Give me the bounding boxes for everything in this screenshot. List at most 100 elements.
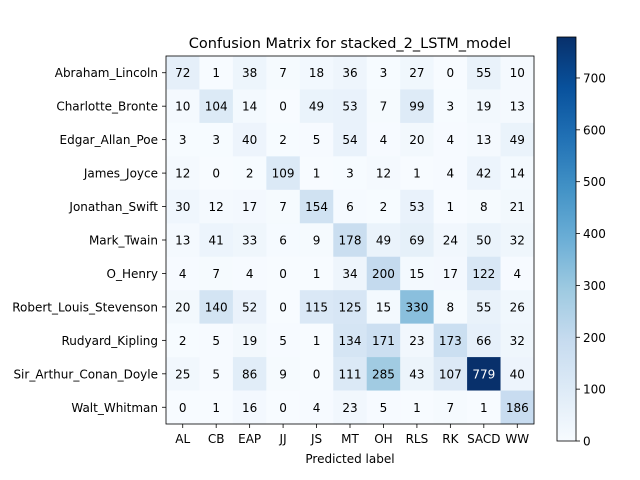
heatmap-cell [433,357,468,391]
heatmap-cell [433,156,468,191]
colorbar: 0 100 200 300 400 500 600 700 [556,36,606,449]
heatmap-cell [166,156,200,191]
cell-value-label: 5 [212,334,220,348]
heatmap-cell [333,122,368,157]
cell-value-label: 38 [242,66,257,80]
cell-value-label: 16 [242,401,257,415]
heatmap-cell [366,122,401,157]
heatmap-cell [400,122,434,157]
heatmap-cell [266,156,301,191]
cell-value-label: 5 [313,133,321,147]
heatmap-cell [366,256,401,291]
cell-value-label: 3 [212,133,220,147]
heatmap-cell [299,390,334,425]
cell-value-label: 14 [510,167,525,181]
cell-value-label: 0 [179,401,187,415]
cell-value-label: 49 [376,234,391,248]
cell-value-label: 14 [242,100,257,114]
heatmap-cell [199,357,234,391]
heatmap-cell [232,290,267,324]
heatmap-cell [400,223,434,258]
heatmap-cell [366,189,401,224]
cell-value-label: 12 [209,200,224,214]
heatmap-cell [333,89,368,124]
heatmap-cell [166,122,200,157]
cell-value-label: 171 [372,334,395,348]
cell-value-label: 3 [346,167,354,181]
cell-value-label: 55 [476,300,491,314]
heatmap-cell [199,156,234,191]
colorbar-tick-label: 600 [583,123,606,137]
heatmap-cell [232,357,267,391]
cell-value-label: 9 [279,367,287,381]
cell-value-label: 5 [380,401,388,415]
cell-value-label: 26 [510,300,525,314]
cell-value-label: 1 [313,334,321,348]
heatmap-cell [232,323,267,358]
heatmap-cell [232,256,267,291]
cell-value-label: 109 [272,167,295,181]
heatmap-cell [232,122,267,157]
heatmap-cell [333,256,368,291]
heatmap-cell [166,223,200,258]
cell-value-label: 72 [175,66,190,80]
heatmap-cell [500,56,535,90]
heatmap-cell [199,223,234,258]
heatmap-cell [467,290,501,324]
heatmap-cell [266,189,301,224]
heatmap-cell [433,256,468,291]
heatmap-cell [166,290,200,324]
heatmap-cell [333,223,368,258]
cell-value-label: 1 [447,200,455,214]
cell-value-label: 4 [313,401,321,415]
heatmap-cell [433,89,468,124]
heatmap-cell [266,56,301,90]
heatmap-cell [433,122,468,157]
cell-value-label: 36 [342,66,357,80]
heatmap-cell [299,156,334,191]
cell-value-label: 15 [376,300,391,314]
cell-value-label: 200 [372,267,395,281]
cell-value-label: 24 [443,234,458,248]
heatmap-cell [366,290,401,324]
cell-value-label: 1 [313,167,321,181]
cell-value-label: 86 [242,367,257,381]
cell-value-label: 3 [447,100,455,114]
heatmap-cell [400,256,434,291]
cell-value-label: 4 [513,267,521,281]
cell-value-label: 134 [339,334,362,348]
cell-value-label: 10 [175,100,190,114]
cell-value-label: 0 [313,367,321,381]
heatmap-cell [500,223,535,258]
heatmap-cell [400,357,434,391]
heatmap-cell [433,290,468,324]
heatmap-cell [500,256,535,291]
heatmap-cell [467,122,501,157]
heatmap-cell [433,323,468,358]
cell-value-label: 19 [242,334,257,348]
cell-value-label: 7 [279,200,287,214]
y-tick-label: O_Henry [107,267,159,281]
heatmap-cell [433,189,468,224]
x-tick-label: CB [208,432,225,446]
cell-value-label: 66 [476,334,491,348]
cell-value-label: 33 [242,234,257,248]
cell-value-label: 2 [279,133,287,147]
chart-title: Confusion Matrix for stacked_2_LSTM_mode… [189,36,511,52]
cell-value-label: 17 [443,267,458,281]
cell-value-label: 32 [510,334,525,348]
cell-value-label: 4 [447,133,455,147]
heatmap-cell [166,89,200,124]
cell-value-label: 6 [346,200,354,214]
heatmap-cell [199,323,234,358]
cell-value-label: 104 [205,100,228,114]
x-axis-label: Predicted label [305,452,394,466]
cell-value-label: 12 [376,167,391,181]
x-tick-label: JJ [279,432,287,446]
heatmap-cell [433,223,468,258]
cell-value-label: 42 [476,167,491,181]
heatmap-cell [199,189,234,224]
cell-value-label: 40 [242,133,257,147]
cell-value-label: 9 [313,234,321,248]
cell-value-label: 122 [472,267,495,281]
